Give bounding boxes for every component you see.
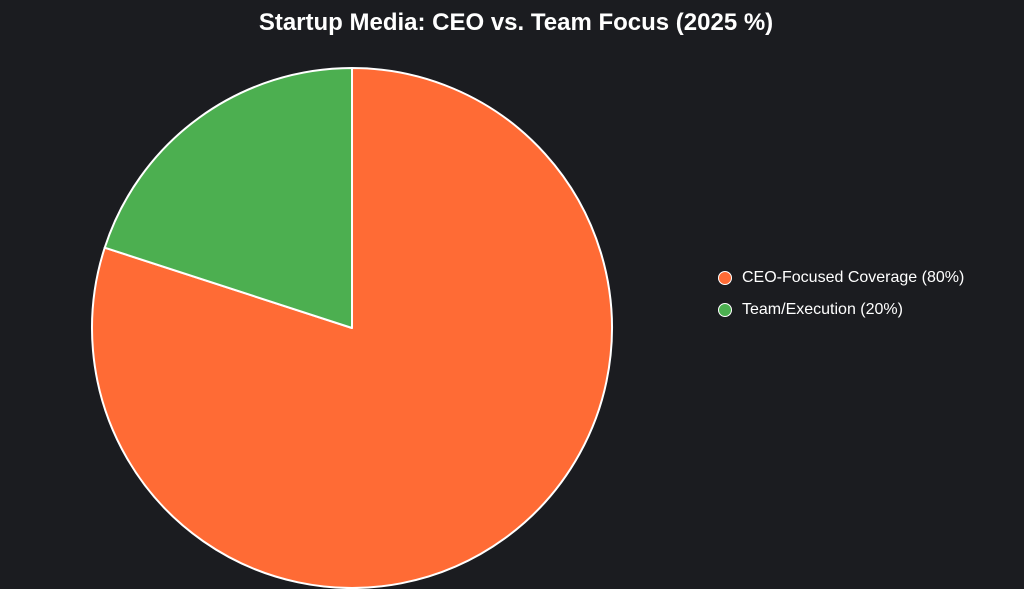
pie-slice-team-execution[interactable] <box>103 67 353 329</box>
legend-label-ceo-focused: CEO-Focused Coverage (80%) <box>742 269 965 286</box>
chart-title: Startup Media: CEO vs. Team Focus (2025 … <box>258 9 774 36</box>
legend: CEO-Focused Coverage (80%) Team/Executio… <box>718 267 964 331</box>
legend-swatch-team-execution <box>718 302 732 317</box>
legend-item-team-execution[interactable]: Team/Execution (20%) <box>718 299 964 320</box>
legend-swatch-ceo-focused <box>718 270 732 285</box>
legend-item-ceo-focused[interactable]: CEO-Focused Coverage (80%) <box>718 267 964 288</box>
legend-label-team-execution: Team/Execution (20%) <box>742 301 903 318</box>
pie-slice-ceo-focused-coverage[interactable] <box>91 67 613 589</box>
pie-slices <box>91 67 613 589</box>
